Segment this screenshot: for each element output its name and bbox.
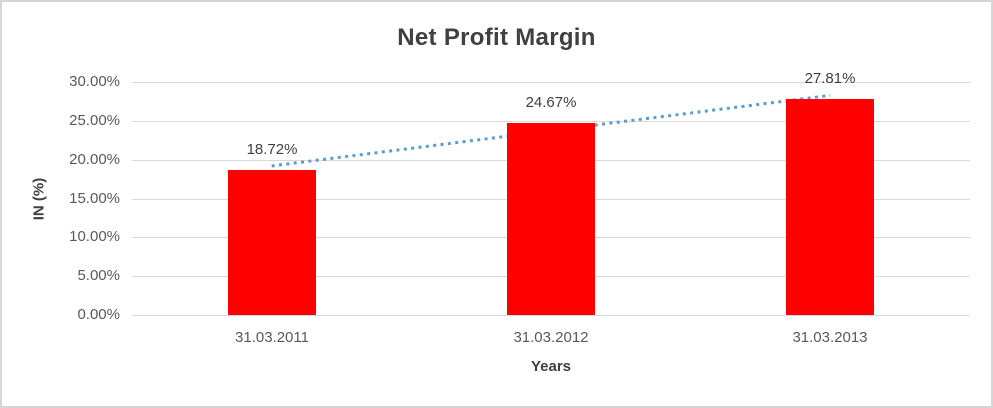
y-axis-tick-label: 5.00% [77,267,120,285]
bar-31.03.2011 [228,170,316,315]
chart-title: Net Profit Margin [397,24,596,51]
x-axis-tick-label: 31.03.2011 [235,329,309,346]
bar-31.03.2012 [507,123,595,315]
data-label: 24.67% [525,94,577,111]
gridline [132,82,970,83]
x-axis-tick-label: 31.03.2013 [792,329,868,346]
gridline [132,315,970,316]
y-axis-tick-label: 10.00% [69,228,120,246]
bar-31.03.2013 [786,99,874,315]
y-axis-tick-label: 30.00% [69,73,120,90]
data-label: 18.72% [246,141,298,158]
plot-area [132,82,970,316]
y-axis-tick-label: 15.00% [69,189,120,207]
x-axis-title: Years [530,358,572,375]
y-axis-tick-label: 0.00% [77,306,120,323]
gridline [132,121,970,122]
y-axis-tick-label: 20.00% [69,150,120,168]
x-axis-tick-label: 31.03.2012 [513,329,589,346]
y-axis-tick-label: 25.00% [69,111,120,129]
data-label: 27.81% [804,70,856,87]
